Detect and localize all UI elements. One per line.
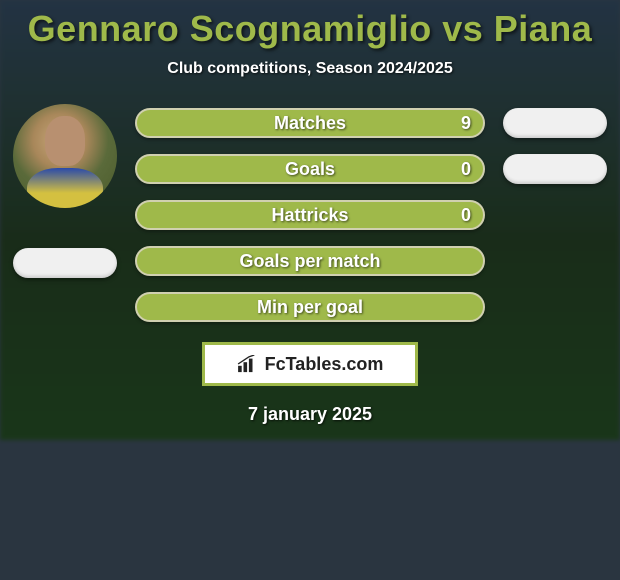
snapshot-date: 7 january 2025 [0, 404, 620, 425]
player-left-name-pill [13, 248, 117, 278]
stat-label: Goals [285, 159, 335, 180]
stat-label: Min per goal [257, 297, 363, 318]
stat-value-left: 0 [461, 159, 471, 180]
comparison-title: Gennaro Scognamiglio vs Piana [0, 0, 620, 50]
stat-bar-goals: Goals 0 [135, 154, 485, 184]
player-right-value-pill [503, 108, 607, 138]
stat-bar-hattricks: Hattricks 0 [135, 200, 485, 230]
player-right-column [503, 108, 607, 184]
stat-value-left: 9 [461, 113, 471, 134]
player-right-value-pill [503, 154, 607, 184]
stat-value-left: 0 [461, 205, 471, 226]
season-subtitle: Club competitions, Season 2024/2025 [0, 60, 620, 78]
stat-bar-min-per-goal: Min per goal [135, 292, 485, 322]
avatar-head-shape [45, 116, 85, 166]
stats-column: Matches 9 Goals 0 Hattricks 0 Goals per … [135, 108, 485, 322]
bar-chart-icon [237, 355, 259, 373]
stat-bar-goals-per-match: Goals per match [135, 246, 485, 276]
stat-label: Goals per match [239, 251, 380, 272]
stat-bar-matches: Matches 9 [135, 108, 485, 138]
player-left-column [13, 104, 117, 278]
logo-text: FcTables.com [265, 354, 384, 375]
avatar-body-shape [27, 168, 103, 208]
stat-label: Hattricks [271, 205, 348, 226]
player-left-avatar [13, 104, 117, 208]
stat-label: Matches [274, 113, 346, 134]
comparison-columns: Matches 9 Goals 0 Hattricks 0 Goals per … [0, 108, 620, 322]
fctables-logo-box: FcTables.com [202, 342, 418, 386]
content-root: Gennaro Scognamiglio vs Piana Club compe… [0, 0, 620, 580]
